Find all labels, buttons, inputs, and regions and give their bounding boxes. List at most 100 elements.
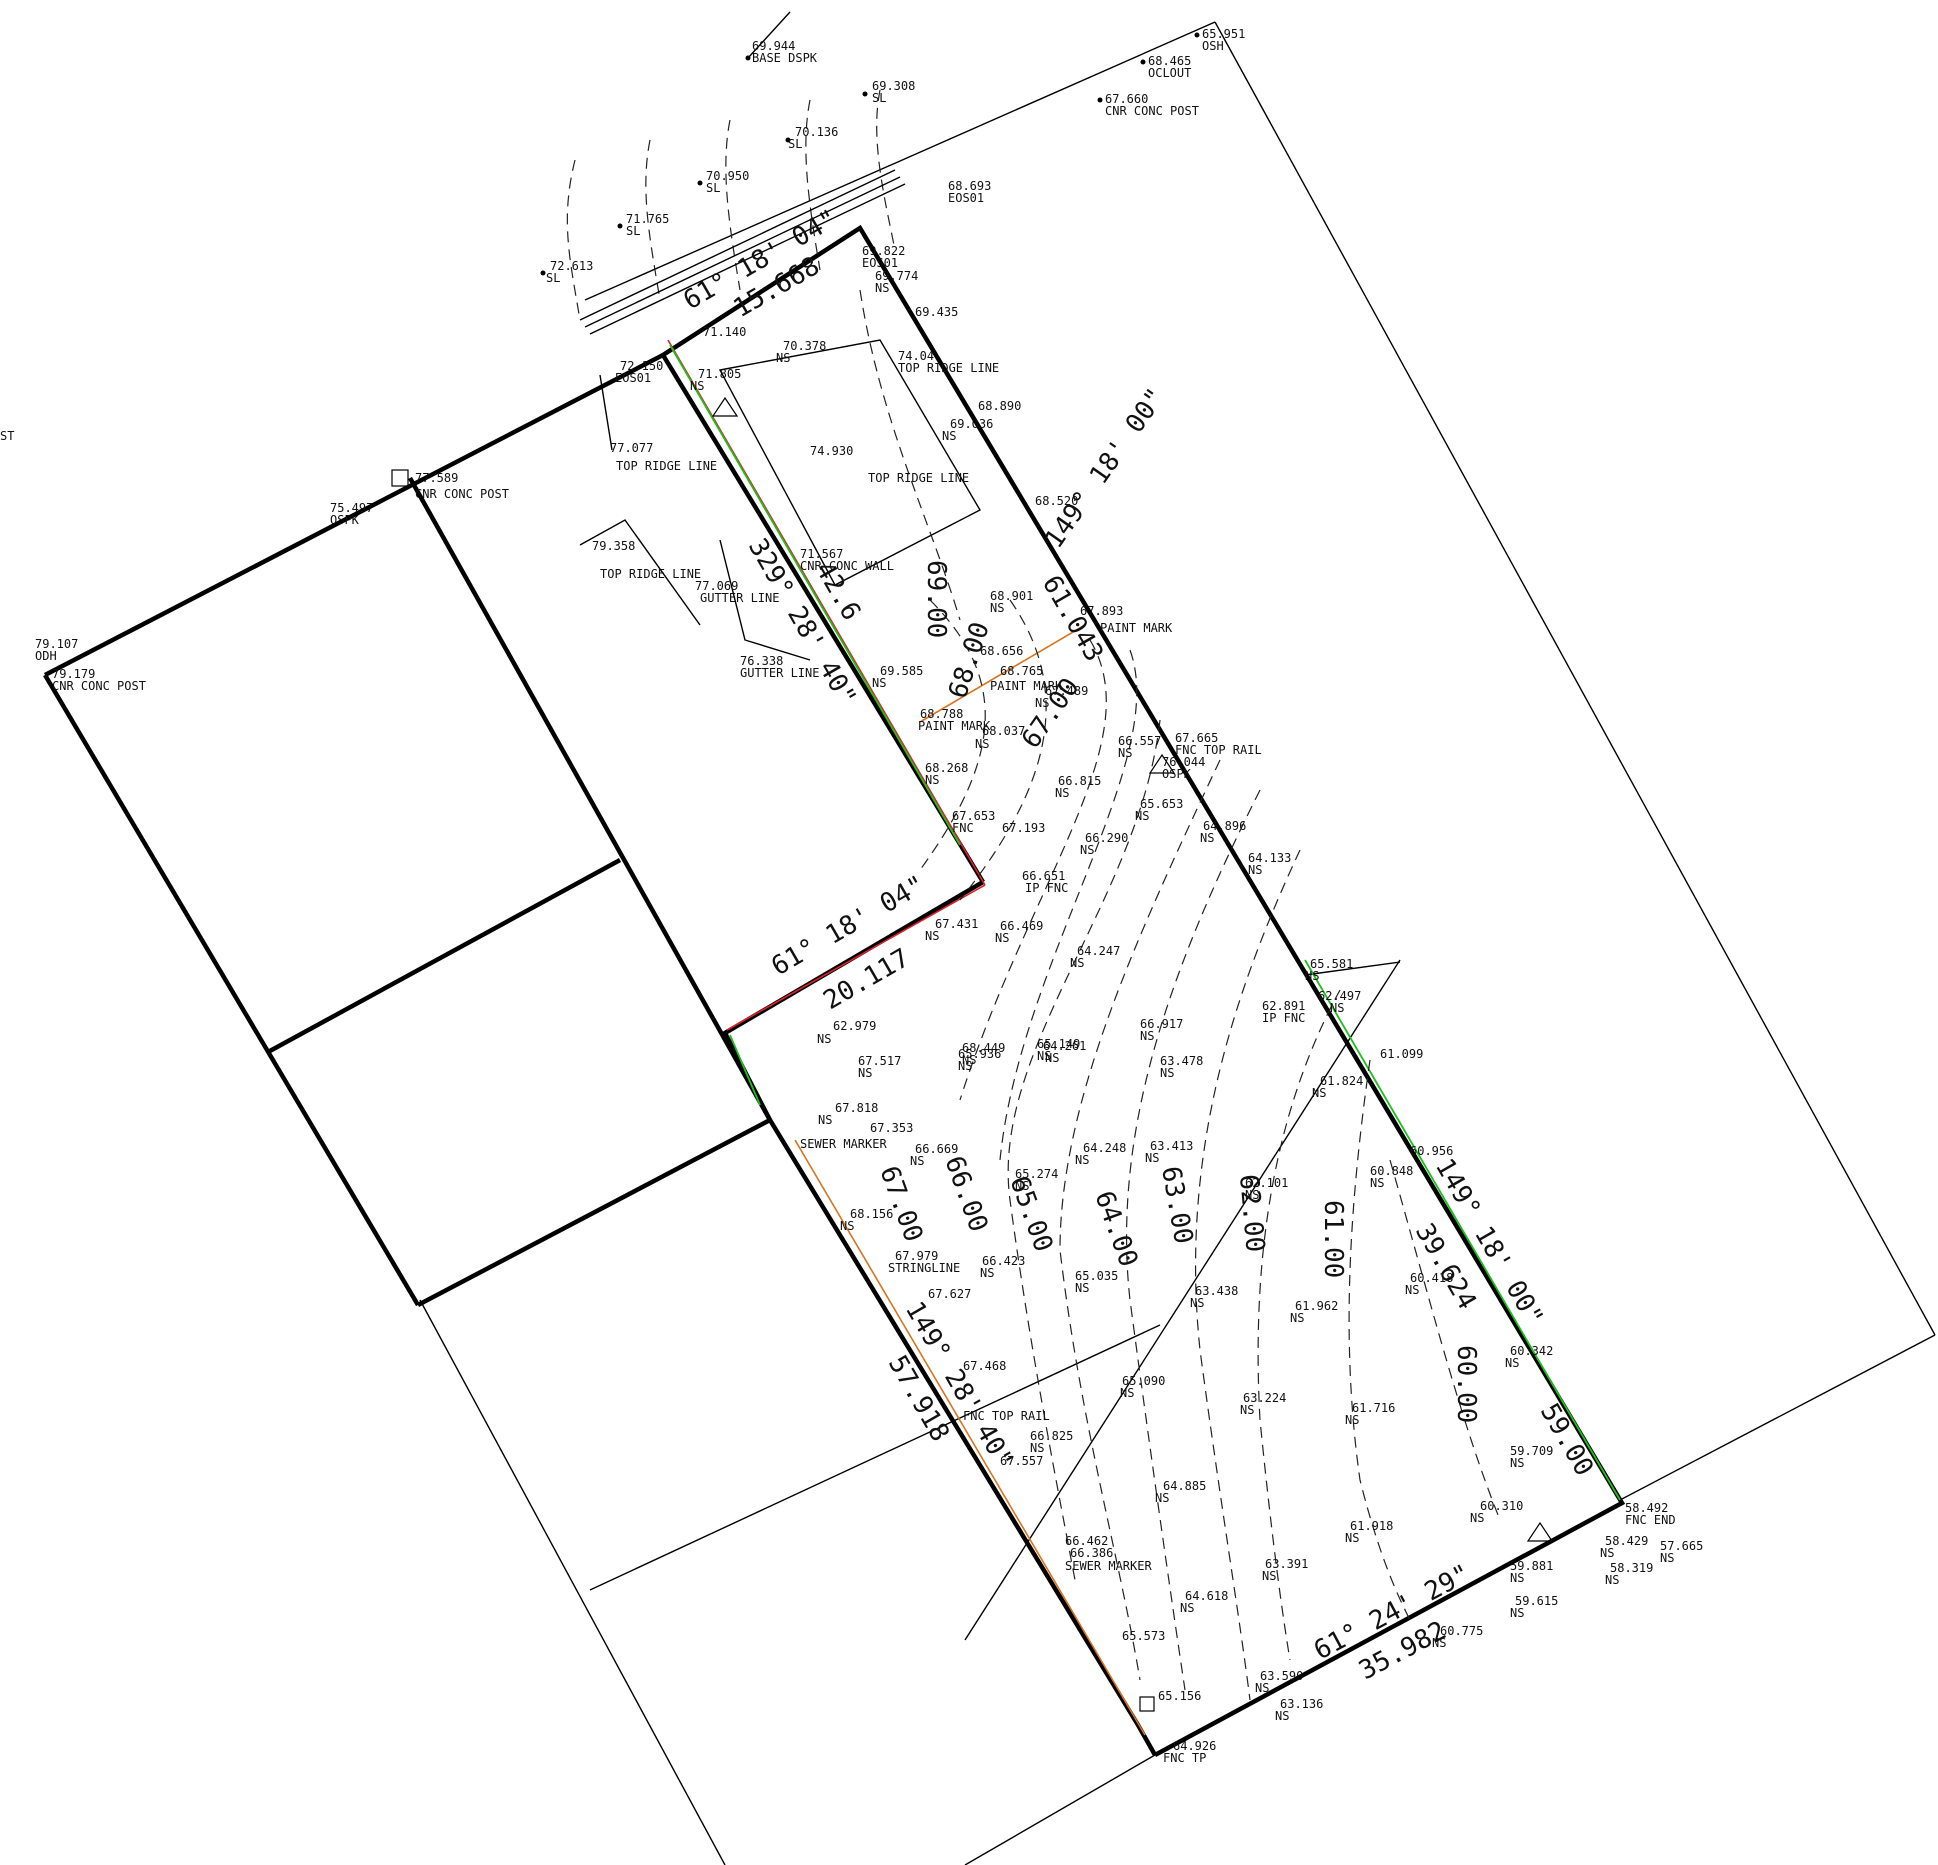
point-value: 59.709 <box>1510 1444 1553 1458</box>
point-value: 67.489 <box>1045 684 1088 698</box>
point-code: NS <box>1470 1511 1484 1525</box>
point-value: 63.590 <box>1260 1669 1303 1683</box>
point-value: 66.825 <box>1030 1429 1073 1443</box>
dim-label: 149° 18' 00" <box>1039 383 1171 554</box>
contour-label: 67.00 <box>873 1162 928 1246</box>
point-value: 64.261 <box>1043 1039 1086 1053</box>
point-code: NS <box>1015 1179 1029 1193</box>
point-value: 58.429 <box>1605 1534 1648 1548</box>
point-code: NS <box>1135 809 1149 823</box>
point-code: NS <box>817 1032 831 1046</box>
dim-label: 20.117 <box>819 943 915 1016</box>
point-value: 70.378 <box>783 339 826 353</box>
point-code: NS <box>872 676 886 690</box>
point-value: 66.423 <box>982 1254 1025 1268</box>
point-code: NS <box>1510 1571 1524 1585</box>
point-value: 60.775 <box>1440 1624 1483 1638</box>
point-code: CNR CONC POST <box>415 487 509 501</box>
point-code: CNR CONC POST <box>52 679 146 693</box>
point-value: 66.669 <box>915 1142 958 1156</box>
point-value: 68.156 <box>850 1207 893 1221</box>
point-code: NS <box>818 1113 832 1127</box>
point-value: 64.133 <box>1248 851 1291 865</box>
contour-label: 59.00 <box>1534 1399 1599 1482</box>
point-value: 67.818 <box>835 1101 878 1115</box>
point-code: PAINT MARK <box>918 719 991 733</box>
point-value: 65.035 <box>1075 1269 1118 1283</box>
point-code: NS <box>1660 1551 1674 1565</box>
point-value: 64.926 <box>1173 1739 1216 1753</box>
point-value: 74.930 <box>810 444 853 458</box>
point-value: 64.618 <box>1185 1589 1228 1603</box>
point-code: FNC TOP RAIL <box>963 1409 1050 1423</box>
point-code: NS <box>1305 969 1319 983</box>
point-value: 65.149 <box>1037 1037 1080 1051</box>
point-value: 62.891 <box>1262 999 1305 1013</box>
point-code: NS <box>1405 1283 1419 1297</box>
point-code: PAINT MARK <box>990 679 1063 693</box>
point-value: 70.136 <box>795 125 838 139</box>
point-value: 69.036 <box>950 417 993 431</box>
point-code: PAINT MARK <box>1100 621 1173 635</box>
point-value: 65.936 <box>958 1047 1001 1061</box>
point-value: 68.268 <box>925 761 968 775</box>
point-value: 65.653 <box>1140 797 1183 811</box>
point-value: 68.890 <box>978 399 1021 413</box>
point-value: 65.156 <box>1158 1689 1201 1703</box>
point-code: NS <box>1145 1151 1159 1165</box>
point-code: NS <box>1330 1001 1344 1015</box>
point-value: 79.179 <box>52 667 95 681</box>
point-value: 67.665 <box>1175 731 1218 745</box>
point-value: 68.901 <box>990 589 1033 603</box>
point-value: 76.338 <box>740 654 783 668</box>
point-code: TOP RIDGE LINE <box>616 459 717 473</box>
point-value: 65.274 <box>1015 1167 1058 1181</box>
point-value: 67.660 <box>1105 92 1148 106</box>
point-code: FNC <box>952 821 974 835</box>
point-value: 69.822 <box>862 244 905 258</box>
point-value: 76.044 <box>1162 755 1205 769</box>
point-value: 69.435 <box>915 305 958 319</box>
point-code: NS <box>1055 786 1069 800</box>
point-value: 69.774 <box>875 269 918 283</box>
contour-label: 69.00 <box>921 560 951 638</box>
point-code: BASE DSPK <box>752 51 818 65</box>
point-code: NS <box>1245 1188 1259 1202</box>
point-value: 70.950 <box>706 169 749 183</box>
point-code: ODH <box>35 649 57 663</box>
point-code: STRINGLINE <box>888 1261 960 1275</box>
point-value: 67.653 <box>952 809 995 823</box>
contour-label: 63.00 <box>1155 1164 1198 1246</box>
point-code: FNC END <box>1625 1513 1676 1527</box>
point-code: NS <box>1605 1573 1619 1587</box>
point-code: NS <box>1080 843 1094 857</box>
point-code: EOS01 <box>862 256 898 270</box>
point-value: 67.193 <box>1002 821 1045 835</box>
point-code: NS <box>1345 1531 1359 1545</box>
point-code: NS <box>1075 1281 1089 1295</box>
point-value: 65.090 <box>1122 1374 1165 1388</box>
point-value: 77.589 <box>415 471 458 485</box>
point-value: 63.391 <box>1265 1557 1308 1571</box>
point-code: SL <box>626 224 640 238</box>
point-code: NS <box>1262 1569 1276 1583</box>
adjacent-lots <box>43 353 772 1307</box>
point-code: SL <box>872 91 886 105</box>
point-value: 62.101 <box>1245 1176 1288 1190</box>
point-code: NS <box>1275 1709 1289 1723</box>
point-code: NS <box>1510 1456 1524 1470</box>
point-value: 66.651 <box>1022 869 1065 883</box>
point-value: 66.815 <box>1058 774 1101 788</box>
point-code: FNC TP <box>1163 1751 1206 1765</box>
point-value: 74.04 <box>898 349 934 363</box>
point-code: NS <box>995 931 1009 945</box>
point-labels: 65.951 OSH 68.465 OCLOUT 67.660 CNR CONC… <box>35 27 1703 1765</box>
point-code: SEWER MARKER <box>1065 1559 1152 1573</box>
point-code: NS <box>690 379 704 393</box>
point-code: IP FNC <box>1025 881 1068 895</box>
point-value: 65.573 <box>1122 1629 1165 1643</box>
point-code: NS <box>875 281 889 295</box>
point-code: FNC TOP RAIL <box>1175 743 1262 757</box>
point-code: OSPK <box>1162 767 1192 781</box>
point-code: OCLOUT <box>1148 66 1191 80</box>
